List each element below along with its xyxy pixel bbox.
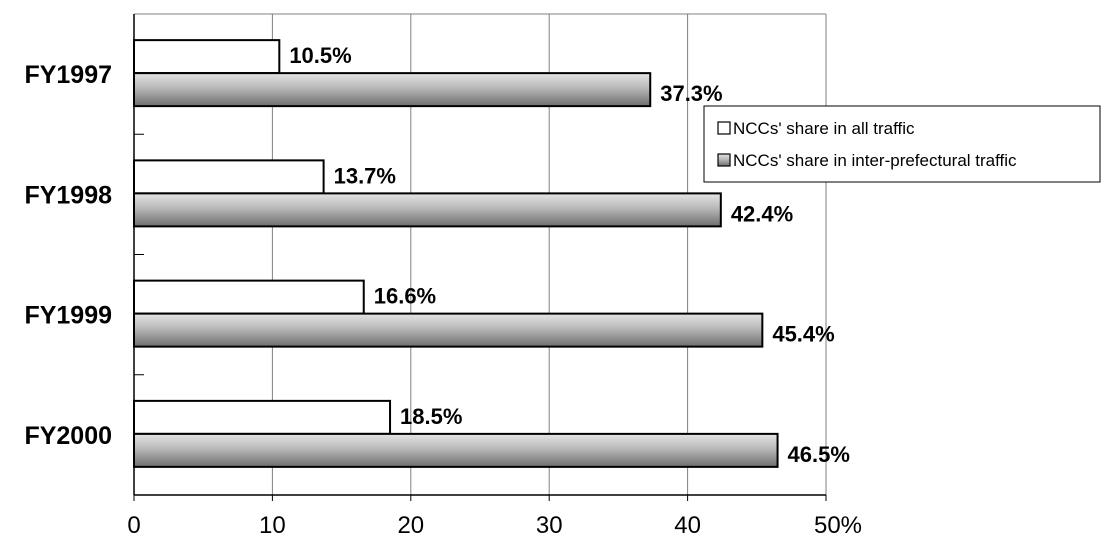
tick-labels: 0 10 20 30 40 50%: [127, 512, 862, 539]
data-label: 45.4%: [772, 322, 834, 347]
legend-label: NCCs' share in inter-prefectural traffic: [733, 151, 1017, 170]
category-labels: FY1997 FY1998 FY1999 FY2000: [24, 61, 112, 450]
category-label: FY1998: [24, 181, 112, 209]
bar-inter-prefectural: [133, 312, 764, 348]
legend-swatch: [717, 121, 731, 135]
data-label: 42.4%: [731, 201, 793, 226]
x-tick-label: 40: [674, 512, 701, 539]
bars: [133, 39, 779, 468]
x-tick-label: 10: [259, 512, 286, 539]
legend-box: [703, 105, 1101, 183]
data-labels: 10.5% 37.3% 13.7% 42.4% 16.6% 45.4% 18.5% 46.5%: [289, 43, 850, 467]
bar-inter-prefectural: [133, 432, 779, 468]
legend: NCCs' share in all traffic NCCs' share in…: [703, 105, 1101, 183]
category-label: FY1999: [24, 302, 112, 330]
bar-all-traffic: [133, 399, 392, 435]
bar-all-traffic: [133, 39, 281, 75]
legend-label: NCCs' share in all traffic: [733, 119, 915, 138]
data-label: 16.6%: [374, 284, 436, 309]
bar-all-traffic: [133, 279, 365, 315]
x-tick-label: 50%: [814, 512, 862, 539]
data-label: 46.5%: [788, 442, 850, 467]
legend-swatch: [717, 153, 731, 167]
category-label: FY1997: [24, 61, 112, 89]
bar-all-traffic: [133, 159, 325, 195]
data-label: 10.5%: [289, 43, 351, 68]
data-label: 37.3%: [660, 81, 722, 106]
data-label: 18.5%: [400, 404, 462, 429]
x-tick-label: 20: [397, 512, 424, 539]
bar-inter-prefectural: [133, 72, 652, 108]
x-tick-label: 0: [127, 512, 140, 539]
x-tick-label: 30: [536, 512, 563, 539]
category-label: FY2000: [24, 422, 112, 450]
data-label: 13.7%: [334, 163, 396, 188]
bar-inter-prefectural: [133, 192, 722, 228]
